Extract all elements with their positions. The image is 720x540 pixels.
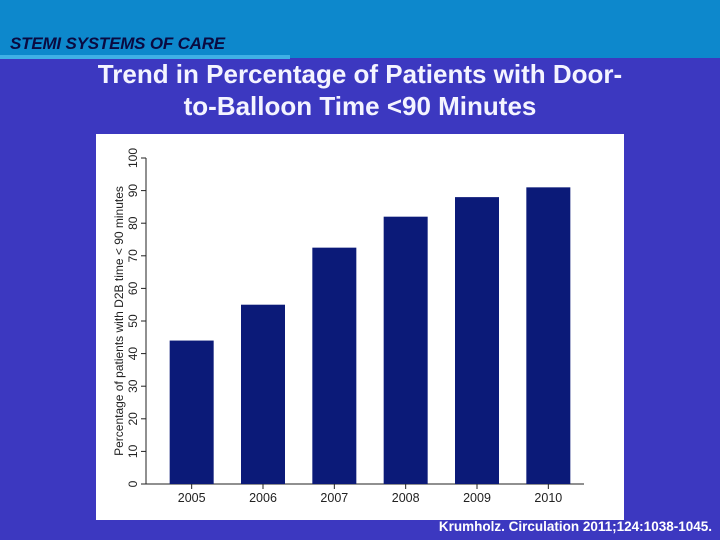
- y-tick-label: 60: [126, 281, 140, 295]
- y-tick-label: 70: [126, 249, 140, 263]
- y-tick-label: 40: [126, 347, 140, 361]
- y-tick-label: 10: [126, 444, 140, 458]
- bar-2009: [455, 197, 499, 484]
- bar-2005: [169, 340, 214, 484]
- header-underline: [0, 55, 290, 59]
- slide-title: Trend in Percentage of Patients with Doo…: [0, 58, 720, 122]
- bar-2008: [383, 216, 428, 484]
- bar-chart: 0 10 20 30 40 50 60 70 80 90 100 Percentage of pati…: [112, 148, 584, 505]
- x-tick-label: 2009: [463, 491, 491, 505]
- header-band: [0, 0, 720, 58]
- bar-2010: [526, 187, 571, 484]
- chart-panel: 0 10 20 30 40 50 60 70 80 90 100 Percentage of pati…: [96, 134, 624, 520]
- y-tick-label: 50: [126, 314, 140, 328]
- x-tick-label: 2005: [178, 491, 206, 505]
- bar-2007: [312, 247, 357, 484]
- y-axis-title: Percentage of patients with D2B time < 9…: [112, 186, 126, 456]
- x-tick-label: 2007: [320, 491, 348, 505]
- y-tick-label: 30: [126, 379, 140, 393]
- y-tick-label: 80: [126, 216, 140, 230]
- y-tick-label: 90: [126, 184, 140, 198]
- x-tick-label: 2006: [249, 491, 277, 505]
- bar-2006: [241, 304, 285, 484]
- y-tick-label: 100: [126, 148, 140, 168]
- section-label: STEMI SYSTEMS OF CARE: [10, 34, 225, 53]
- citation: Krumholz. Circulation 2011;124:1038-1045…: [438, 519, 712, 534]
- x-tick-label: 2010: [534, 491, 562, 505]
- slide-title-line-2: to-Balloon Time <90 Minutes: [183, 91, 537, 121]
- slide-title-line-1: Trend in Percentage of Patients with Doo…: [97, 59, 623, 89]
- y-tick-label: 0: [126, 480, 140, 487]
- x-tick-label: 2008: [392, 491, 420, 505]
- y-tick-label: 20: [126, 412, 140, 426]
